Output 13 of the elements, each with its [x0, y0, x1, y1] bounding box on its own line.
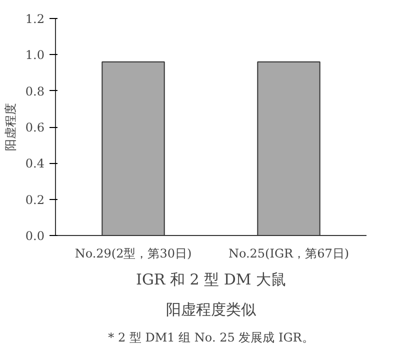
y-axis-title: 阳虚程度 [3, 103, 18, 151]
text: * 2 型 DM1 组 No. 25 发展成 IGR。 [108, 330, 314, 344]
y-tick-label: 1.2 [25, 12, 45, 26]
y-tick-label: 0.8 [25, 84, 45, 98]
x-tick-label: No.25(IGR，第67日) [228, 246, 350, 260]
y-tick-label: 0.4 [25, 156, 45, 171]
y-tick-label: 0.6 [25, 120, 45, 134]
y-tick-label: 0.0 [25, 229, 45, 243]
text: IGR 和 2 型 DM 大鼠 [136, 270, 286, 288]
y-tick-label: 0.2 [25, 192, 45, 207]
x-tick-label: No.29(2型，第30日) [74, 246, 192, 260]
y-tick-label: 1.0 [25, 48, 45, 62]
text: 阳虚程度类似 [166, 300, 256, 318]
